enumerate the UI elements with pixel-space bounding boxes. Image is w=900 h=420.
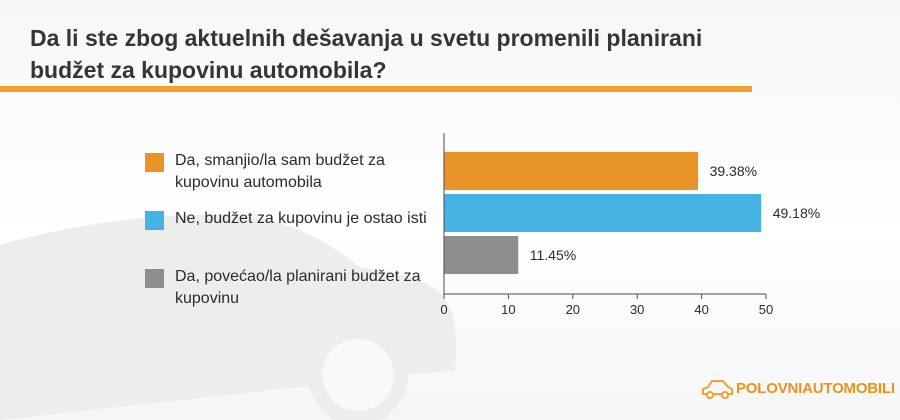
x-tick-label-40: 40: [694, 302, 708, 317]
legend-swatch-increased: [145, 269, 164, 288]
legend-swatch-unchanged: [145, 211, 164, 230]
bar-value-label-2: 49.18%: [773, 205, 820, 221]
chart-title: Da li ste zbog aktuelnih dešavanja u sve…: [30, 25, 703, 83]
brand-logo: POLOVNIAUTOMOBILI: [700, 373, 895, 405]
brand-wordmark-part2: AUTOMOBILI: [802, 380, 895, 397]
bar-2: [444, 194, 762, 232]
brand-wordmark: POLOVNIAUTOMOBILI: [736, 380, 895, 397]
bar-1: [444, 152, 699, 190]
title-underline-rule: [0, 86, 752, 92]
car-silhouette-background: [0, 214, 457, 420]
bar-value-label-3: 11.45%: [530, 247, 576, 263]
x-tick-label-10: 10: [501, 302, 515, 317]
x-tick-label-30: 30: [630, 302, 644, 317]
bar-3: [444, 236, 519, 274]
bar-value-label-1: 39.38%: [710, 163, 757, 179]
legend-label-increased: Da, povećao/la planirani budžet za kupov…: [175, 268, 421, 307]
legend-item-increased: Da, povećao/la planirani budžet za kupov…: [145, 266, 435, 324]
legend-label-unchanged: Ne, budžet za kupovinu je ostao isti: [175, 210, 427, 227]
legend-label-decreased: Da, smanjio/la sam budžet za kupovinu au…: [175, 152, 385, 191]
car-outline-icon: [702, 380, 733, 399]
legend-swatch-decreased: [145, 153, 164, 172]
brand-wordmark-part1: POLOVNI: [736, 380, 803, 397]
x-tick-label-0: 0: [440, 302, 447, 317]
legend-item-decreased: Da, smanjio/la sam budžet za kupovinu au…: [145, 150, 435, 208]
legend-item-unchanged: Ne, budžet za kupovinu je ostao isti: [145, 208, 435, 266]
x-tick-label-50: 50: [759, 302, 773, 317]
x-tick-label-20: 20: [566, 302, 580, 317]
chart-legend: Da, smanjio/la sam budžet za kupovinu au…: [145, 150, 435, 324]
